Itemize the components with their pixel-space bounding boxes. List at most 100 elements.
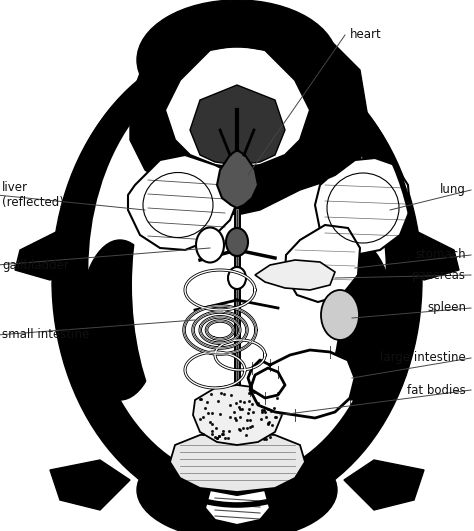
Point [236,403,243,412]
Text: fat bodies: fat bodies [407,383,466,397]
Point [216,431,223,440]
Point [245,405,253,413]
Point [216,410,224,419]
Text: heart: heart [350,29,382,41]
Point [268,421,275,429]
Point [233,416,240,425]
Point [248,400,256,408]
Point [238,405,246,414]
Point [217,389,225,397]
Point [243,415,250,424]
Point [242,431,250,439]
Point [246,416,254,424]
Ellipse shape [52,45,422,515]
Point [212,424,219,432]
Point [218,430,226,438]
Ellipse shape [226,228,248,256]
Point [245,397,253,406]
Polygon shape [255,260,335,290]
Polygon shape [165,45,310,168]
Point [262,434,270,443]
Point [267,407,274,415]
Ellipse shape [87,60,387,480]
Point [201,404,209,413]
Point [219,426,227,435]
Point [246,423,254,431]
Point [208,390,215,399]
Point [258,407,266,416]
Point [244,408,252,417]
Point [273,393,281,402]
Point [273,413,280,421]
Point [203,397,211,406]
Point [249,408,256,417]
Point [208,427,216,435]
Polygon shape [344,460,424,510]
Polygon shape [128,155,240,250]
Point [236,426,244,434]
Ellipse shape [137,0,337,120]
Point [211,433,219,441]
Ellipse shape [132,95,342,475]
Point [264,420,272,429]
Point [274,389,282,398]
Point [260,435,267,443]
Polygon shape [285,225,360,302]
Point [239,424,247,432]
Polygon shape [130,5,370,215]
Ellipse shape [321,290,359,340]
Point [225,426,233,435]
Polygon shape [394,230,459,280]
Point [248,422,255,431]
Text: stomach: stomach [415,249,466,261]
Point [236,396,243,405]
Point [254,399,262,407]
Polygon shape [248,350,355,418]
Point [266,432,274,441]
Point [204,408,211,417]
Point [235,424,243,433]
Point [208,409,216,417]
Text: lung: lung [440,184,466,196]
Polygon shape [190,85,285,165]
Point [199,430,207,438]
Point [219,430,227,439]
Point [197,395,205,404]
Polygon shape [193,385,282,445]
Point [231,414,238,423]
Point [208,430,216,439]
Point [270,404,277,412]
Point [244,423,251,432]
Ellipse shape [80,240,160,400]
Text: liver
(reflected): liver (reflected) [2,181,64,209]
Point [214,397,221,405]
Point [209,419,216,428]
Polygon shape [315,158,410,255]
Point [215,432,222,441]
Text: large intestine: large intestine [380,352,466,364]
Ellipse shape [228,267,246,289]
Text: gallbladder: gallbladder [2,259,69,271]
Point [213,433,220,442]
Point [257,414,264,423]
Point [207,418,214,426]
Point [200,413,207,422]
Point [233,399,240,408]
Text: small intestine: small intestine [2,329,89,341]
Point [260,406,268,414]
Point [261,408,269,416]
Ellipse shape [314,240,394,400]
Point [213,434,220,443]
Polygon shape [170,432,305,492]
Point [237,413,244,421]
Point [264,418,272,427]
Point [197,395,204,403]
Polygon shape [15,230,80,280]
Polygon shape [205,490,270,525]
Point [272,413,279,421]
Point [237,404,244,413]
Point [226,413,233,421]
Text: spleen: spleen [427,302,466,314]
Point [224,433,232,442]
Ellipse shape [196,227,224,262]
